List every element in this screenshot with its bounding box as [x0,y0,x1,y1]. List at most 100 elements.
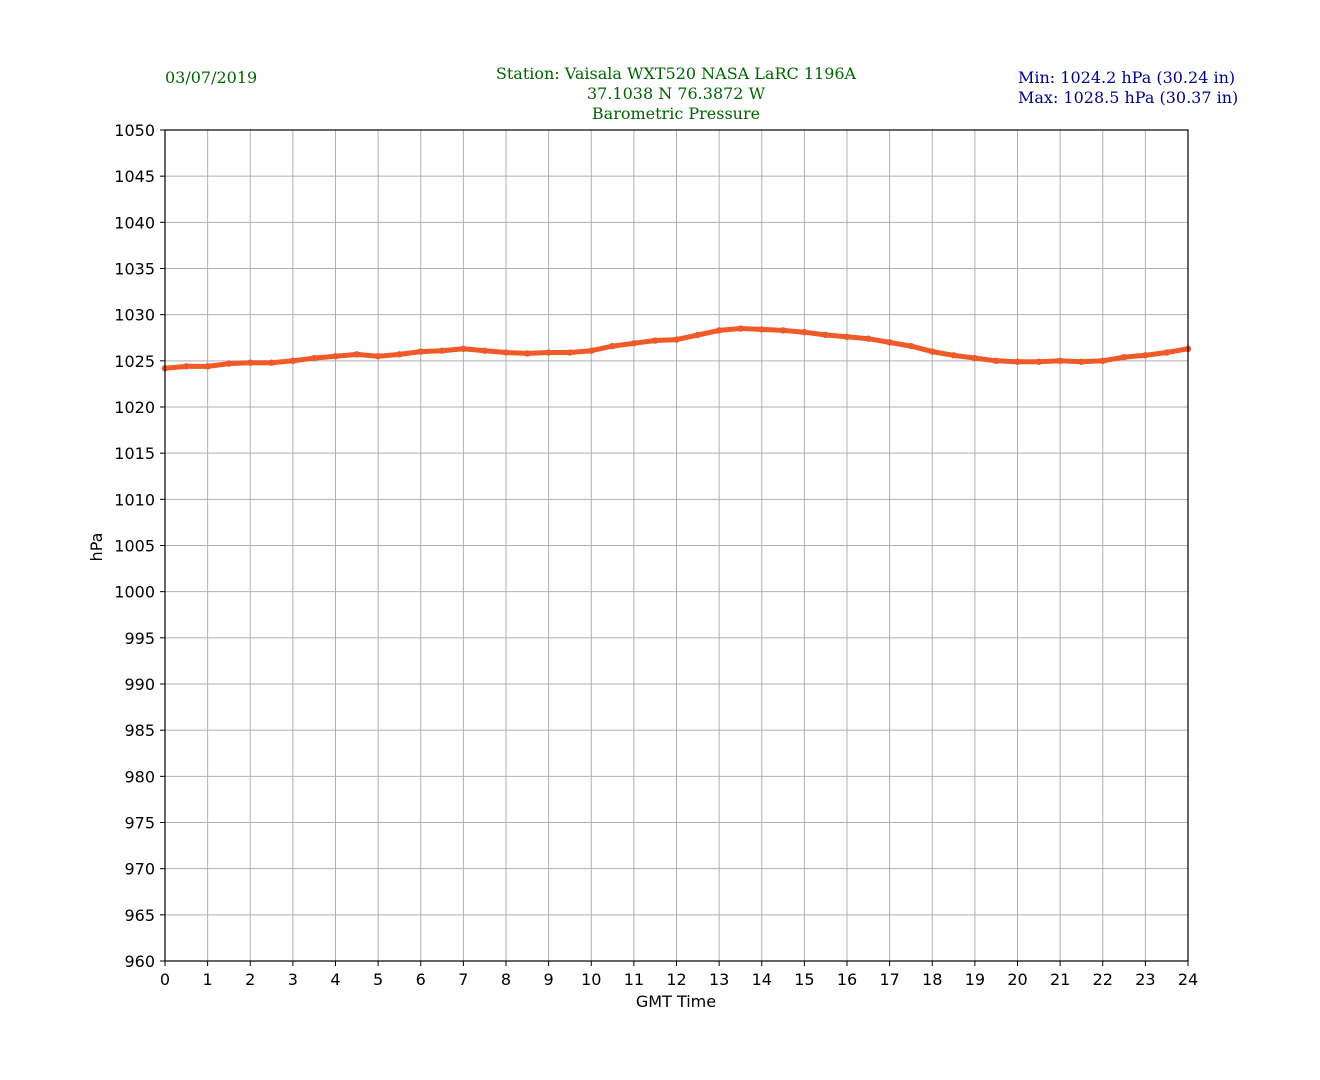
data-point [737,325,744,332]
y-tick-label: 1020 [114,398,155,417]
data-point [310,354,318,362]
x-tick-label: 0 [160,970,170,989]
x-tick-label: 10 [581,970,601,989]
station-line: Station: Vaisala WXT520 NASA LaRC 1196A [495,64,857,83]
x-axis-label: GMT Time [636,992,716,1011]
data-point [204,363,211,370]
x-tick-label: 15 [794,970,814,989]
data-point [1056,357,1064,365]
min-max-block: Min: 1024.2 hPa (30.24 in) Max: 1028.5 h… [1018,68,1238,108]
data-point [1120,353,1128,361]
x-tick-label: 3 [288,970,298,989]
x-tick-label: 11 [624,970,644,989]
data-point [609,342,616,350]
data-point [694,331,702,339]
data-point [183,363,190,370]
x-tick-label: 6 [416,970,426,989]
data-point [929,348,936,355]
data-point [588,347,595,354]
y-tick-label: 1005 [114,537,155,556]
chart-date: 03/07/2019 [165,68,258,87]
x-tick-label: 2 [245,970,255,989]
data-point [992,357,1000,365]
x-tick-label: 4 [330,970,340,989]
x-tick-label: 19 [965,970,985,989]
grid-lines [164,129,1189,962]
data-point [758,326,765,333]
y-tick-label: 965 [124,906,155,925]
x-tick-label: 21 [1050,970,1070,989]
data-point [1035,358,1043,365]
y-tick-label: 1045 [114,167,155,186]
data-point [545,349,552,356]
y-tick-label: 970 [124,860,155,879]
x-tick-label: 13 [709,970,729,989]
y-tick-label: 985 [124,721,155,740]
data-point [822,331,829,339]
data-point [1163,349,1170,356]
data-point [417,348,424,355]
y-tick-label: 1010 [114,490,155,509]
data-point [502,349,510,356]
min-value: Min: 1024.2 hPa (30.24 in) [1018,68,1236,87]
data-point [971,354,979,362]
data-point [801,329,808,336]
data-point [289,357,297,365]
x-tick-label: 18 [922,970,942,989]
data-point [332,353,339,360]
tick-layer: 0 1 2 3 4 5 6 7 8 9 10 11 12 13 14 15 16 17 18 19 20 21 22 23 24… [114,121,1198,989]
data-point [374,353,382,360]
y-tick-label: 1040 [114,213,155,232]
y-tick-label: 975 [124,814,155,833]
y-tick-label: 1015 [114,444,155,463]
data-point [950,352,957,359]
data-point [1014,358,1021,365]
x-tick-label: 1 [203,970,213,989]
y-tick-label: 1035 [114,260,155,279]
data-point [1142,352,1149,359]
y-tick-label: 995 [124,629,155,648]
chart-title-block: Station: Vaisala WXT520 NASA LaRC 1196A … [496,64,856,124]
data-point [438,347,446,354]
data-point [566,349,574,356]
data-point [673,336,680,343]
x-tick-label: 12 [666,970,686,989]
data-point [524,350,531,357]
data-point [715,327,723,334]
y-tick-label: 1000 [114,583,155,602]
coordinates-line: 37.1038 N 76.3872 W [586,84,766,103]
series-layer [161,325,1192,372]
data-point [396,351,403,358]
variable-line: Barometric Pressure [591,104,761,123]
data-point [481,347,488,354]
x-tick-label: 20 [1007,970,1027,989]
x-tick-label: 14 [752,970,772,989]
max-value: Max: 1028.5 hPa (30.37 in) [1018,88,1239,107]
data-point [1099,357,1106,365]
data-point [779,327,787,334]
data-point [886,339,893,346]
y-tick-label: 960 [124,952,155,971]
y-axis-label: hPa [87,533,106,562]
data-point [651,337,659,344]
data-point [630,340,638,347]
y-tick-label: 1050 [114,121,155,140]
data-point [460,345,467,353]
x-tick-label: 22 [1093,970,1113,989]
data-point [353,351,361,358]
data-point [268,359,275,366]
y-tick-label: 1030 [114,306,155,325]
data-point [865,335,872,342]
x-tick-label: 8 [501,970,511,989]
data-point [843,333,851,341]
x-tick-label: 7 [458,970,468,989]
y-tick-label: 990 [124,675,155,694]
x-tick-label: 16 [837,970,857,989]
data-point [225,360,233,367]
x-tick-label: 24 [1178,970,1198,989]
y-tick-label: 1025 [114,352,155,371]
x-tick-label: 17 [879,970,899,989]
x-tick-label: 9 [544,970,554,989]
y-tick-label: 980 [124,767,155,786]
